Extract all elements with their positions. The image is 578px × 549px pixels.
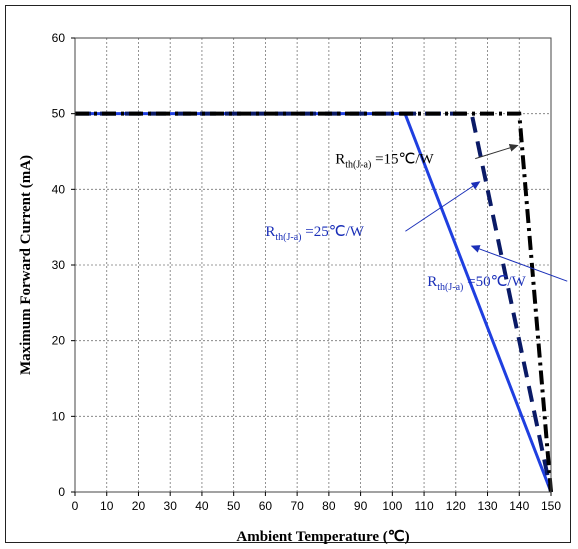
annotation-label: Rth(J-a) =15℃/W bbox=[335, 152, 434, 171]
y-tick-label: 40 bbox=[52, 182, 66, 196]
series-line bbox=[75, 112, 553, 493]
x-tick-label: 70 bbox=[290, 499, 304, 513]
x-tick-label: 110 bbox=[414, 499, 433, 513]
x-tick-label: 80 bbox=[322, 499, 336, 513]
x-tick-label: 90 bbox=[354, 499, 368, 513]
chart-frame bbox=[5, 5, 571, 543]
grid-lines bbox=[75, 38, 551, 492]
x-tick-label: 10 bbox=[100, 499, 114, 513]
annotation-label: Rth(J-a) =50℃/W bbox=[427, 274, 526, 293]
annotation-arrow bbox=[405, 181, 481, 232]
x-tick-label: 100 bbox=[382, 499, 402, 513]
series-line bbox=[75, 111, 553, 493]
y-tick-label: 10 bbox=[52, 409, 66, 423]
x-axis-title: Ambient Temperature (℃) bbox=[236, 529, 409, 545]
y-axis-title: Maximum Forward Current (mA) bbox=[18, 155, 34, 375]
annotation-label: Rth(J-a) =25℃/W bbox=[265, 224, 364, 243]
y-tick-label: 20 bbox=[52, 334, 66, 348]
series-lines bbox=[75, 111, 553, 493]
x-tick-label: 60 bbox=[259, 499, 273, 513]
x-tick-label: 130 bbox=[478, 499, 498, 513]
x-tick-label: 50 bbox=[227, 499, 241, 513]
x-tick-label: 140 bbox=[509, 499, 529, 513]
x-tick-label: 120 bbox=[446, 499, 466, 513]
x-tick-label: 0 bbox=[72, 499, 79, 513]
x-tick-label: 20 bbox=[132, 499, 146, 513]
annotation-arrow bbox=[475, 143, 519, 160]
annotations: Rth(J-a) =15℃/W Rth(J-a) =25℃/W Rth(J-a) =… bbox=[265, 143, 568, 293]
x-tick-label: 150 bbox=[541, 499, 561, 513]
x-tick-label: 30 bbox=[164, 499, 178, 513]
series-line bbox=[75, 111, 553, 493]
y-tick-label: 60 bbox=[52, 31, 66, 45]
y-tick-label: 50 bbox=[52, 107, 66, 121]
axes bbox=[71, 37, 552, 496]
x-tick-label: 40 bbox=[195, 499, 209, 513]
y-tick-label: 30 bbox=[52, 258, 66, 272]
annotation-arrow bbox=[470, 245, 568, 282]
tick-labels: 0 10 20 30 40 50 60 70 80 90 100 110 120 130 140 150 0 10… bbox=[52, 31, 562, 513]
y-tick-label: 0 bbox=[58, 485, 65, 499]
